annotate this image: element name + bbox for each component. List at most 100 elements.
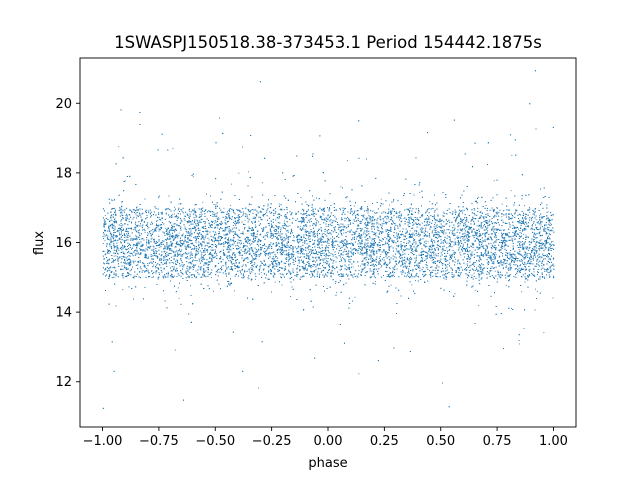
data-point — [360, 236, 362, 238]
data-point — [458, 225, 460, 227]
data-point — [160, 227, 161, 228]
data-point — [536, 252, 537, 254]
data-point — [295, 251, 297, 253]
data-point — [362, 233, 364, 235]
data-point — [163, 256, 164, 258]
data-point — [302, 241, 304, 243]
data-point — [523, 328, 525, 329]
data-point — [431, 246, 433, 248]
data-point — [415, 280, 416, 281]
data-point — [325, 226, 327, 227]
data-point — [418, 236, 420, 237]
data-point — [269, 230, 271, 232]
data-point — [220, 224, 221, 226]
data-point — [148, 227, 150, 228]
data-point — [261, 182, 263, 184]
data-point — [457, 263, 458, 265]
data-point — [104, 214, 106, 216]
data-point — [548, 227, 550, 228]
data-point — [436, 247, 438, 248]
data-point — [336, 292, 337, 294]
data-point — [248, 171, 249, 173]
data-point — [441, 231, 443, 232]
data-point — [328, 243, 330, 244]
data-point — [274, 281, 276, 283]
data-point — [238, 252, 240, 254]
data-point — [195, 224, 197, 226]
data-point — [519, 222, 521, 223]
data-point — [535, 227, 537, 228]
data-point — [501, 203, 503, 205]
data-point — [539, 247, 541, 249]
data-point — [429, 201, 431, 202]
data-point — [178, 203, 180, 205]
data-point — [374, 233, 376, 235]
data-point — [476, 225, 478, 227]
data-point — [409, 244, 411, 246]
data-point — [265, 246, 267, 247]
data-point — [224, 243, 226, 244]
data-point — [494, 270, 496, 272]
data-point — [393, 200, 394, 202]
data-point — [521, 235, 522, 237]
data-point — [522, 233, 524, 235]
data-point — [382, 218, 384, 220]
data-point — [449, 257, 451, 259]
data-point — [222, 243, 224, 245]
data-point — [139, 270, 141, 272]
data-point — [550, 222, 552, 224]
data-point — [471, 246, 472, 248]
data-point — [535, 219, 537, 221]
data-point — [284, 254, 286, 256]
data-point — [361, 208, 363, 210]
data-point — [217, 227, 219, 229]
data-point — [510, 190, 512, 192]
data-point — [330, 238, 332, 240]
data-point — [278, 203, 280, 205]
data-point — [250, 235, 252, 236]
data-point — [485, 205, 487, 206]
data-point — [490, 258, 491, 260]
data-point — [524, 205, 526, 207]
data-point — [190, 285, 191, 287]
data-point — [238, 172, 240, 174]
data-point — [135, 225, 137, 227]
data-point — [505, 284, 507, 286]
data-point — [539, 234, 541, 236]
data-point — [269, 254, 271, 256]
data-point — [285, 247, 287, 248]
data-point — [408, 254, 409, 255]
data-point — [165, 212, 167, 214]
data-point — [260, 240, 262, 242]
data-point — [223, 252, 224, 253]
data-point — [427, 222, 428, 224]
data-point — [330, 222, 332, 224]
data-point — [306, 232, 307, 233]
data-point — [533, 271, 535, 273]
data-point — [421, 222, 423, 224]
data-point — [178, 232, 180, 234]
data-point — [230, 204, 232, 206]
data-point — [330, 233, 332, 235]
data-point — [130, 222, 132, 224]
data-point — [385, 229, 387, 231]
data-point — [298, 259, 300, 260]
data-point — [518, 249, 520, 250]
data-point — [159, 195, 161, 197]
chart-title: 1SWASPJ150518.38-373453.1 Period 154442.… — [114, 33, 542, 52]
data-point — [279, 249, 281, 251]
data-point — [525, 263, 527, 265]
data-point — [497, 278, 498, 280]
data-point — [309, 219, 311, 220]
data-point — [258, 387, 259, 389]
data-point — [124, 237, 125, 239]
data-point — [522, 243, 524, 245]
data-point — [157, 220, 159, 222]
data-point — [311, 249, 313, 251]
data-point — [346, 160, 348, 162]
data-point — [246, 257, 248, 259]
data-point — [153, 248, 155, 250]
data-point — [401, 220, 403, 222]
data-point — [519, 246, 521, 248]
